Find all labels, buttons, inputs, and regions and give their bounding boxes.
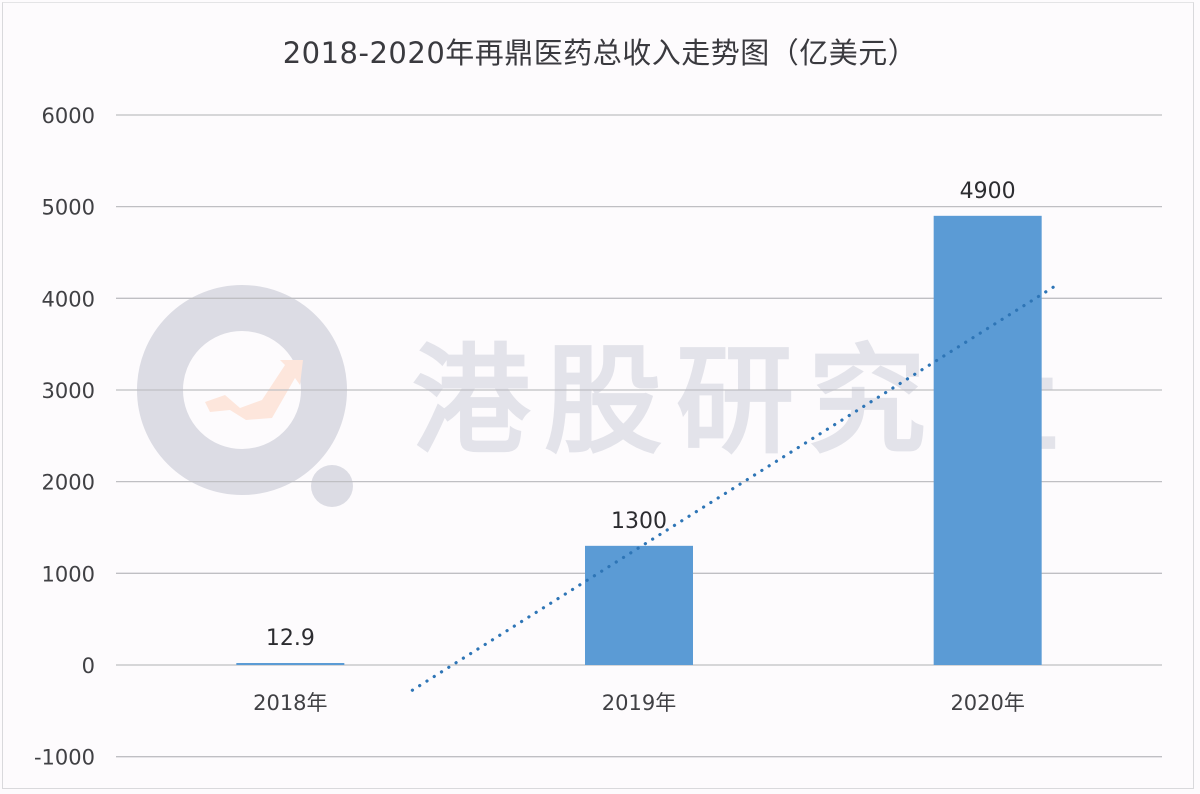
y-axis-tick-label: 3000 (42, 379, 95, 403)
data-label: 12.9 (266, 626, 315, 651)
y-axis-tick-label: 0 (82, 654, 95, 678)
y-axis-tick-label: 6000 (42, 104, 95, 128)
y-axis-tick-label: -1000 (34, 746, 95, 770)
y-axis-tick-label: 5000 (42, 196, 95, 220)
bar-2020年 (933, 215, 1042, 665)
chart-title: 2018-2020年再鼎医药总收入走势图（亿美元） (282, 36, 918, 70)
y-axis-tick-label: 4000 (42, 287, 95, 311)
x-axis-tick-label: 2018年 (253, 691, 327, 715)
bar-2018年 (236, 663, 345, 665)
y-axis-tick-label: 1000 (42, 562, 95, 586)
data-label: 4900 (960, 179, 1016, 204)
bar-2019年 (585, 545, 693, 665)
data-label: 1300 (611, 509, 667, 534)
watermark-logo-icon (137, 285, 353, 507)
x-axis-tick-label: 2020年 (950, 691, 1024, 715)
x-axis-tick-label: 2019年 (602, 691, 676, 715)
y-axis-tick-label: 2000 (42, 471, 95, 495)
trendline (410, 282, 1060, 692)
